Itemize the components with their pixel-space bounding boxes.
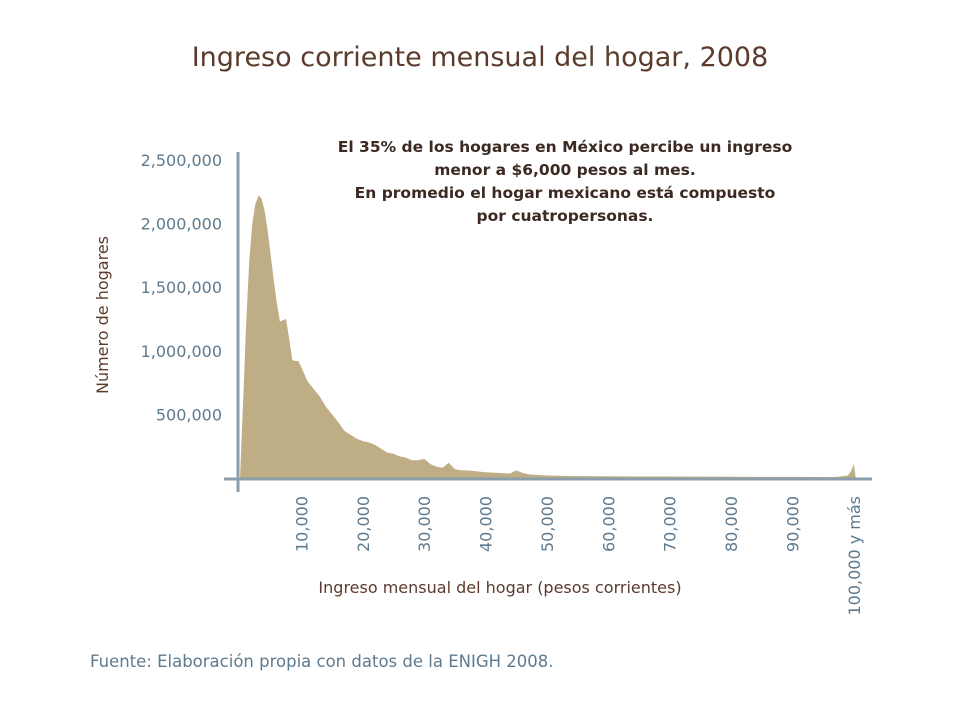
x-tick-label: 10,000 [292, 496, 311, 552]
chart-title: Ingreso corriente mensual del hogar, 200… [191, 42, 769, 73]
y-axis-label: Número de hogares [93, 236, 112, 394]
y-tick-label: 2,000,000 [141, 215, 222, 234]
x-axis-label: Ingreso mensual del hogar (pesos corrien… [318, 578, 681, 597]
x-tick-label: 20,000 [354, 496, 373, 552]
x-tick-label: 50,000 [538, 496, 557, 552]
y-tick-label: 1,000,000 [141, 342, 222, 361]
x-tick-label: 30,000 [415, 496, 434, 552]
y-tick-label: 2,500,000 [141, 151, 222, 170]
x-tick-label: 80,000 [722, 496, 741, 552]
annotation-line-3: En promedio el hogar mexicano está compu… [354, 184, 776, 202]
y-tick-label: 500,000 [156, 405, 222, 424]
x-tick-label: 70,000 [661, 496, 680, 552]
annotation-line-4: por cuatropersonas. [476, 207, 654, 225]
annotation-line-1: El 35% de los hogares en México percibe … [337, 138, 793, 156]
x-tick-label: 90,000 [783, 496, 802, 552]
x-tick-label: 100,000 y más [845, 496, 864, 616]
source-note: Fuente: Elaboración propia con datos de … [90, 652, 554, 671]
x-tick-label: 60,000 [599, 496, 618, 552]
y-tick-labels: 500,000 1,000,000 1,500,000 2,000,000 2,500,… [141, 151, 222, 424]
income-area-series [240, 195, 856, 478]
chart-annotation: El 35% de los hogares en México percibe … [300, 136, 830, 228]
x-tick-labels: 10,000 20,000 30,000 40,000 50,000 60,000 70,0… [292, 496, 863, 616]
x-tick-label: 40,000 [477, 496, 496, 552]
annotation-line-2: menor a $6,000 pesos al mes. [434, 161, 696, 179]
y-tick-label: 1,500,000 [141, 278, 222, 297]
